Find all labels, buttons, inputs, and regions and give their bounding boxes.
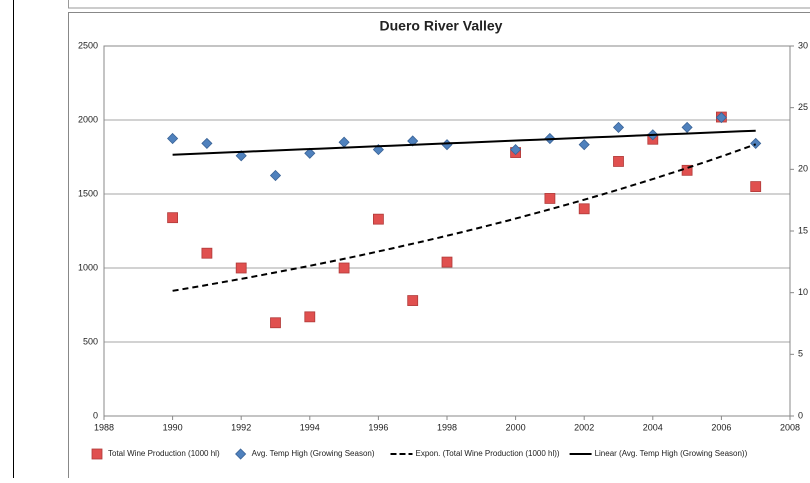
y-tick-label: 500 [83, 336, 98, 346]
x-tick-label: 1990 [163, 422, 183, 432]
data-point [614, 122, 624, 132]
data-point [614, 156, 624, 166]
y2-tick-label: 0 [798, 410, 803, 420]
legend-label: Expon. (Total Wine Production (1000 hl)) [416, 449, 560, 458]
data-point [545, 193, 555, 203]
x-tick-label: 1992 [231, 422, 251, 432]
y-tick-label: 2500 [78, 40, 98, 50]
data-point [579, 204, 589, 214]
x-tick-label: 1994 [300, 422, 320, 432]
x-tick-label: 2004 [643, 422, 663, 432]
data-point [202, 248, 212, 258]
data-point [339, 137, 349, 147]
data-point [168, 134, 178, 144]
x-tick-label: 1988 [94, 422, 114, 432]
data-point [579, 140, 589, 150]
plot-border [104, 46, 790, 416]
data-point [202, 138, 212, 148]
data-point [408, 296, 418, 306]
y-tick-label: 1000 [78, 262, 98, 272]
chart-title: Duero River Valley [380, 18, 503, 34]
y2-tick-label: 15 [798, 225, 808, 235]
data-point [271, 171, 281, 181]
y2-tick-label: 25 [798, 102, 808, 112]
y-tick-label: 1500 [78, 188, 98, 198]
legend-label: Linear (Avg. Temp High (Growing Season)) [595, 449, 748, 458]
y2-tick-label: 5 [798, 349, 803, 359]
data-point [442, 140, 452, 150]
cell-strip [69, 0, 810, 8]
x-tick-label: 2008 [780, 422, 800, 432]
data-point [271, 318, 281, 328]
data-point [751, 182, 761, 192]
x-tick-label: 2002 [574, 422, 594, 432]
x-tick-label: 2000 [506, 422, 526, 432]
legend-label: Avg. Temp High (Growing Season) [252, 449, 375, 458]
data-point [168, 213, 178, 223]
x-tick-label: 2006 [711, 422, 731, 432]
y2-tick-label: 20 [798, 164, 808, 174]
trendline [173, 131, 756, 155]
chart-frame [69, 13, 810, 479]
x-tick-label: 1996 [368, 422, 388, 432]
data-point [682, 122, 692, 132]
x-tick-label: 1998 [437, 422, 457, 432]
data-point [236, 449, 246, 459]
data-point [236, 263, 246, 273]
y2-tick-label: 30 [798, 40, 808, 50]
data-point [305, 312, 315, 322]
y2-tick-label: 10 [798, 287, 808, 297]
data-point [751, 138, 761, 148]
y-tick-label: 0 [93, 410, 98, 420]
data-point [92, 449, 102, 459]
y-tick-label: 2000 [78, 114, 98, 124]
data-point [373, 214, 383, 224]
legend-label: Total Wine Production (1000 hl) [108, 449, 220, 458]
data-point [339, 263, 349, 273]
trendline [173, 144, 756, 290]
data-point [442, 257, 452, 267]
